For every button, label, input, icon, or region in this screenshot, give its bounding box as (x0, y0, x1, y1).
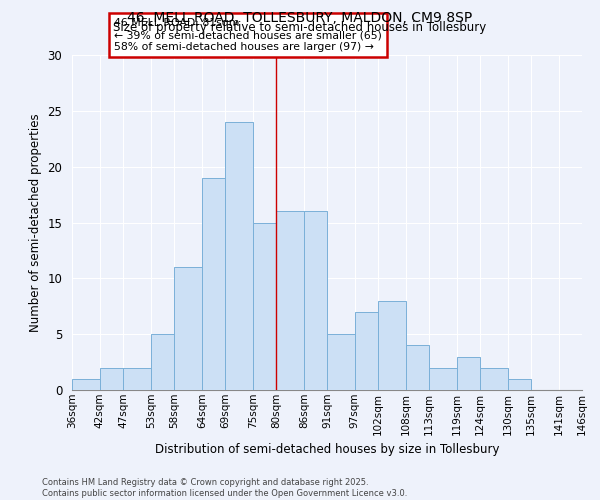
Bar (429, 368, 457, 390)
X-axis label: Distribution of semi-detached houses by size in Tollesbury: Distribution of semi-detached houses by … (155, 443, 499, 456)
Text: Size of property relative to semi-detached houses in Tollesbury: Size of property relative to semi-detach… (113, 21, 487, 34)
Bar (72, 379, 100, 390)
Text: Contains HM Land Registry data © Crown copyright and database right 2025.
Contai: Contains HM Land Registry data © Crown c… (42, 478, 407, 498)
Bar (508, 379, 531, 390)
Text: 46 MELL ROAD: 81sqm
← 39% of semi-detached houses are smaller (65)
58% of semi-d: 46 MELL ROAD: 81sqm ← 39% of semi-detach… (114, 18, 382, 52)
Text: 46, MELL ROAD, TOLLESBURY, MALDON, CM9 8SP: 46, MELL ROAD, TOLLESBURY, MALDON, CM9 8… (127, 11, 473, 25)
Bar (151, 334, 174, 390)
Bar (304, 212, 327, 390)
Bar (174, 267, 202, 390)
Bar (202, 178, 225, 390)
Bar (276, 212, 304, 390)
Bar (253, 222, 276, 390)
Bar (457, 356, 480, 390)
Bar (225, 122, 253, 390)
Y-axis label: Number of semi-detached properties: Number of semi-detached properties (29, 113, 42, 332)
Bar (327, 334, 355, 390)
Bar (406, 346, 429, 390)
Bar (100, 368, 123, 390)
Bar (355, 312, 378, 390)
Bar (480, 368, 508, 390)
Bar (378, 300, 406, 390)
Bar (123, 368, 151, 390)
